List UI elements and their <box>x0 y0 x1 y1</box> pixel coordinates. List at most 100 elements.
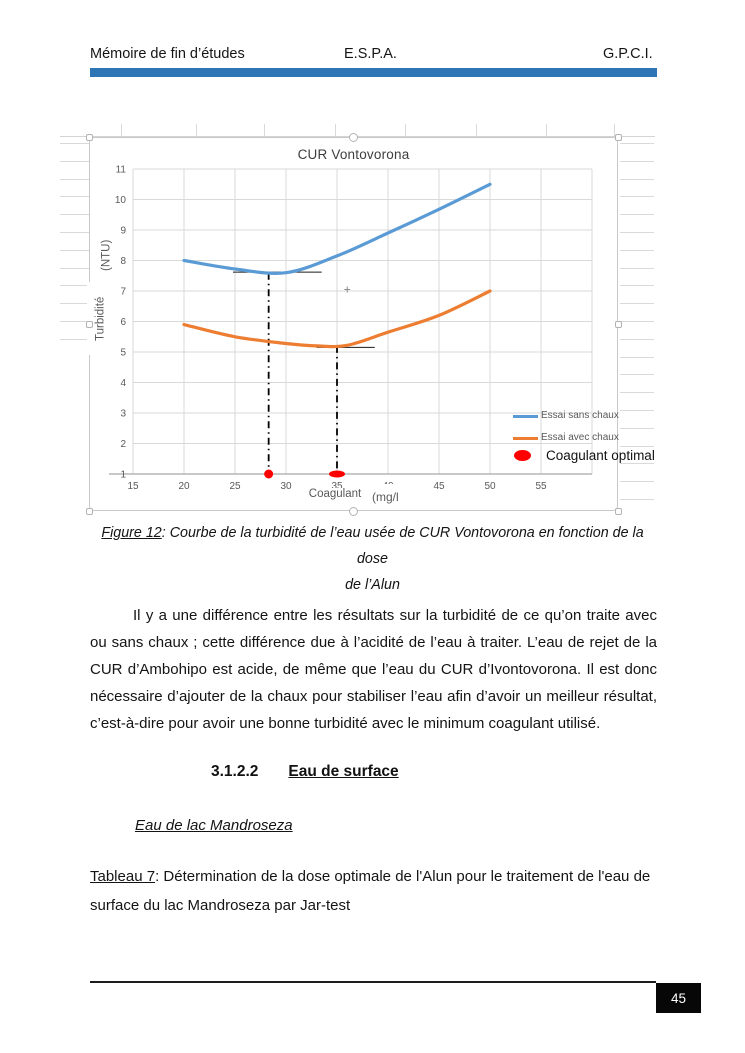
svg-text:25: 25 <box>229 481 241 492</box>
excel-row-gridline <box>60 136 655 137</box>
excel-gridline <box>60 196 89 198</box>
svg-text:3: 3 <box>120 409 126 420</box>
figure-caption-line2: de l’Alun <box>345 577 400 593</box>
excel-gridline <box>405 124 406 136</box>
y-axis-title-label: Turbidité <box>94 296 107 341</box>
excel-gridline <box>620 232 654 233</box>
excel-gridline <box>121 124 122 136</box>
header-right-text: G.P.C.I. <box>603 46 653 62</box>
figure-caption-label: Figure 12 <box>101 525 162 541</box>
chart-plot-area: 1234567891011152025303540455055 <box>109 165 593 492</box>
selection-handle <box>348 506 358 516</box>
svg-text:20: 20 <box>178 481 190 492</box>
x-axis-units: (mg/l <box>372 484 420 504</box>
excel-gridline <box>620 303 654 305</box>
header-rule-bar <box>90 68 657 77</box>
section-heading-number: 3.1.2.2 <box>211 763 259 780</box>
section-heading: 3.1.2.2 Eau de surface <box>211 763 399 781</box>
header-center-text: E.S.P.A. <box>344 46 397 62</box>
excel-gridline <box>620 143 654 144</box>
excel-gridline <box>620 338 654 340</box>
svg-text:4: 4 <box>120 378 126 389</box>
legend-swatch-avec-chaux <box>513 437 538 440</box>
x-axis-title: Coagulant <box>302 488 368 502</box>
excel-gridline <box>620 214 654 216</box>
excel-gridline <box>620 374 654 376</box>
excel-gridline <box>60 267 89 269</box>
excel-gridline <box>60 338 89 340</box>
excel-gridline <box>264 124 265 136</box>
excel-gridline <box>60 214 89 216</box>
svg-text:55: 55 <box>535 481 547 492</box>
excel-gridline <box>60 143 89 144</box>
section-heading-title: Eau de surface <box>288 763 399 780</box>
header-left-text: Mémoire de fin d’études <box>90 46 245 62</box>
svg-text:15: 15 <box>127 481 139 492</box>
excel-gridline <box>620 410 654 411</box>
excel-gridline <box>620 178 654 180</box>
svg-text:5: 5 <box>120 348 126 359</box>
svg-text:10: 10 <box>115 195 127 206</box>
y-axis-title: Turbidité <box>87 282 114 355</box>
excel-gridline <box>60 178 89 180</box>
svg-text:2: 2 <box>120 439 126 450</box>
excel-gridline <box>620 249 654 251</box>
excel-gridline <box>60 303 89 305</box>
svg-text:1: 1 <box>120 470 126 481</box>
excel-gridline <box>620 499 654 500</box>
selection-handle <box>614 507 622 515</box>
excel-gridline <box>620 285 654 287</box>
selection-handle <box>348 132 358 142</box>
svg-text:8: 8 <box>120 256 126 267</box>
table-caption: Tableau 7: Détermination de la dose opti… <box>90 862 662 920</box>
selection-handle <box>85 320 93 328</box>
excel-gridline <box>614 124 615 136</box>
svg-text:9: 9 <box>120 226 126 237</box>
footer-rule <box>90 981 656 983</box>
selection-handle <box>85 133 93 141</box>
excel-gridline <box>620 392 654 394</box>
table-caption-text: : Détermination de la dose optimale de l… <box>155 868 651 885</box>
excel-gridline <box>620 463 654 465</box>
svg-text:30: 30 <box>280 481 292 492</box>
svg-text:11: 11 <box>116 165 127 176</box>
y-axis-units-label: (NTU) <box>100 239 113 271</box>
figure-caption-text: : Courbe de la turbidité de l’eau usée d… <box>161 525 644 567</box>
selection-handle <box>614 133 622 141</box>
excel-gridline <box>60 285 89 287</box>
selection-handle <box>614 320 622 328</box>
excel-gridline <box>60 249 89 251</box>
excel-gridline <box>620 445 654 447</box>
subsection-heading: Eau de lac Mandroseza <box>135 817 293 834</box>
svg-text:35: 35 <box>331 481 343 492</box>
legend-marker-optimal-icon <box>514 450 531 461</box>
table-caption-line2: surface du lac Mandroseza par Jar-test <box>90 897 351 914</box>
excel-gridline <box>335 124 336 136</box>
excel-gridline <box>620 160 654 162</box>
excel-gridline <box>546 124 547 136</box>
excel-gridline <box>620 321 654 322</box>
page-number-badge: 45 <box>656 983 701 1013</box>
excel-gridline <box>476 124 477 136</box>
excel-gridline <box>620 481 654 483</box>
excel-gridline <box>196 124 197 136</box>
y-axis-title-units: (NTU) <box>92 227 121 283</box>
figure-caption: Figure 12: Courbe de la turbidité de l’e… <box>85 520 660 598</box>
body-paragraph: Il y a une différence entre les résultat… <box>90 607 657 732</box>
svg-text:50: 50 <box>484 481 496 492</box>
svg-text:7: 7 <box>120 287 126 298</box>
excel-gridline <box>620 196 654 198</box>
excel-gridline <box>620 427 654 429</box>
svg-text:45: 45 <box>433 481 445 492</box>
legend-swatch-sans-chaux <box>513 415 538 418</box>
excel-gridline <box>620 356 654 358</box>
selection-handle <box>85 507 93 515</box>
legend-label-sans-chaux: Essai sans chaux <box>541 410 619 421</box>
svg-text:6: 6 <box>120 317 126 328</box>
excel-gridline <box>60 232 89 233</box>
excel-gridline <box>60 160 89 162</box>
chart-title: CUR Vontovorona <box>297 147 410 162</box>
legend-label-avec-chaux: Essai avec chaux <box>541 432 619 443</box>
chart-object: CUR Vontovorona 1 2 3 4 5 6 7 8 9 10 11 15 20 25 30 35 4… <box>89 137 618 511</box>
